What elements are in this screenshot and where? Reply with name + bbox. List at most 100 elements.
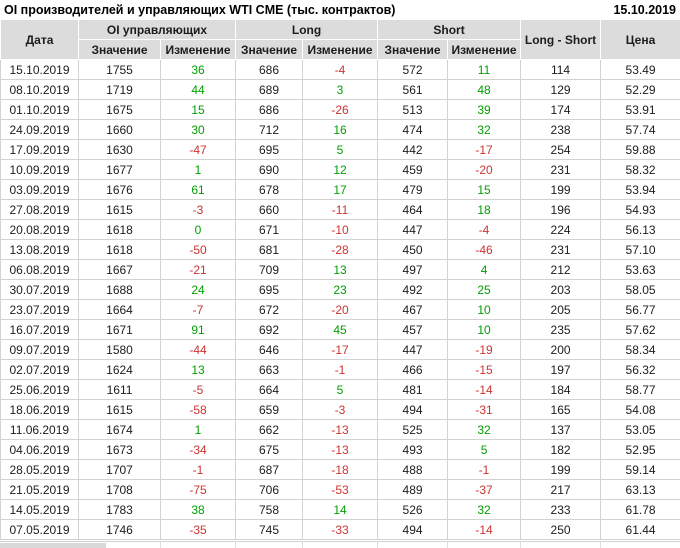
short-change-cell: -19 xyxy=(447,339,522,360)
date-cell: 28.05.2019 xyxy=(0,459,79,480)
oi-change-cell: 13 xyxy=(159,359,237,380)
long-short-cell: 250 xyxy=(520,519,602,540)
oi-change-cell: -50 xyxy=(159,239,237,260)
price-cell: 61.44 xyxy=(600,519,680,540)
col-header-short: Short xyxy=(377,19,522,40)
oi-change-cell: 36 xyxy=(159,59,237,80)
long-change-cell: 12 xyxy=(302,159,379,180)
price-cell: 58.34 xyxy=(600,339,680,360)
date-cell: 25.06.2019 xyxy=(0,379,79,400)
long-change-cell: -3 xyxy=(302,399,379,420)
price-cell: 57.10 xyxy=(600,239,680,260)
short-value-cell: 481 xyxy=(377,379,449,400)
table-row: 20.08.2019 1618 0 671 -10 447 -4 224 56.13 xyxy=(0,219,680,240)
table-row: 18.06.2019 1615 -58 659 -3 494 -31 165 54.08 xyxy=(0,399,680,420)
date-cell: 13.08.2019 xyxy=(0,239,79,260)
short-value-cell: 474 xyxy=(377,119,449,140)
table-row: 24.09.2019 1660 30 712 16 474 32 238 57.74 xyxy=(0,119,680,140)
long-value-cell: 695 xyxy=(235,279,304,300)
partial-column-line xyxy=(447,542,448,548)
oi-change-cell: 30 xyxy=(159,119,237,140)
date-cell: 02.07.2019 xyxy=(0,359,79,380)
price-cell: 59.88 xyxy=(600,139,680,160)
short-change-cell: -37 xyxy=(447,479,522,500)
table-row: 27.08.2019 1615 -3 660 -11 464 18 196 54.93 xyxy=(0,199,680,220)
short-change-cell: 18 xyxy=(447,199,522,220)
oi-value-cell: 1580 xyxy=(78,339,161,360)
short-change-cell: 10 xyxy=(447,299,522,320)
table-row: 11.06.2019 1674 1 662 -13 525 32 137 53.05 xyxy=(0,419,680,440)
oi-value-cell: 1707 xyxy=(78,459,161,480)
oi-value-cell: 1755 xyxy=(78,59,161,80)
oi-change-cell: 24 xyxy=(159,279,237,300)
short-change-cell: 15 xyxy=(447,179,522,200)
oi-change-cell: -47 xyxy=(159,139,237,160)
table-row: 28.05.2019 1707 -1 687 -18 488 -1 199 59.14 xyxy=(0,459,680,480)
short-change-cell: 10 xyxy=(447,319,522,340)
col-header-long-short: Long - Short xyxy=(520,19,602,60)
short-change-cell: -14 xyxy=(447,519,522,540)
long-short-cell: 197 xyxy=(520,359,602,380)
partial-column-line xyxy=(377,542,378,548)
date-cell: 09.07.2019 xyxy=(0,339,79,360)
short-value-cell: 442 xyxy=(377,139,449,160)
col-header-short-change: Изменение xyxy=(447,39,522,60)
long-value-cell: 692 xyxy=(235,319,304,340)
oi-value-cell: 1677 xyxy=(78,159,161,180)
date-cell: 16.07.2019 xyxy=(0,319,79,340)
short-value-cell: 467 xyxy=(377,299,449,320)
oi-table: Дата OI управляющих Long Short Long - Sh… xyxy=(0,19,680,540)
price-cell: 57.62 xyxy=(600,319,680,340)
short-value-cell: 561 xyxy=(377,79,449,100)
price-cell: 53.49 xyxy=(600,59,680,80)
long-change-cell: -26 xyxy=(302,99,379,120)
table-row: 04.06.2019 1673 -34 675 -13 493 5 182 52.95 xyxy=(0,439,680,460)
date-cell: 11.06.2019 xyxy=(0,419,79,440)
long-value-cell: 671 xyxy=(235,219,304,240)
date-cell: 01.10.2019 xyxy=(0,99,79,120)
oi-change-cell: -7 xyxy=(159,299,237,320)
table-row: 14.05.2019 1783 38 758 14 526 32 233 61.78 xyxy=(0,499,680,520)
partial-column-line xyxy=(520,542,521,548)
col-header-short-value: Значение xyxy=(377,39,449,60)
table-row: 23.07.2019 1664 -7 672 -20 467 10 205 56.77 xyxy=(0,299,680,320)
long-change-cell: -18 xyxy=(302,459,379,480)
short-change-cell: 48 xyxy=(447,79,522,100)
table-row: 30.07.2019 1688 24 695 23 492 25 203 58.05 xyxy=(0,279,680,300)
short-value-cell: 489 xyxy=(377,479,449,500)
long-value-cell: 646 xyxy=(235,339,304,360)
date-cell: 06.08.2019 xyxy=(0,259,79,280)
oi-value-cell: 1674 xyxy=(78,419,161,440)
short-change-cell: 32 xyxy=(447,119,522,140)
oi-change-cell: -58 xyxy=(159,399,237,420)
price-cell: 53.91 xyxy=(600,99,680,120)
table-row: 02.07.2019 1624 13 663 -1 466 -15 197 56.32 xyxy=(0,359,680,380)
short-change-cell: 32 xyxy=(447,419,522,440)
oi-value-cell: 1615 xyxy=(78,399,161,420)
long-value-cell: 678 xyxy=(235,179,304,200)
table-body: 15.10.2019 1755 36 686 -4 572 11 114 53.49 08.10.… xyxy=(0,59,680,540)
long-value-cell: 663 xyxy=(235,359,304,380)
oi-change-cell: -3 xyxy=(159,199,237,220)
oi-change-cell: 15 xyxy=(159,99,237,120)
table-row: 17.09.2019 1630 -47 695 5 442 -17 254 59.88 xyxy=(0,139,680,160)
long-value-cell: 672 xyxy=(235,299,304,320)
oi-change-cell: 0 xyxy=(159,219,237,240)
long-short-cell: 129 xyxy=(520,79,602,100)
short-value-cell: 526 xyxy=(377,499,449,520)
table-row: 21.05.2019 1708 -75 706 -53 489 -37 217 63.13 xyxy=(0,479,680,500)
long-short-cell: 212 xyxy=(520,259,602,280)
long-change-cell: -1 xyxy=(302,359,379,380)
oi-change-cell: 91 xyxy=(159,319,237,340)
long-value-cell: 660 xyxy=(235,199,304,220)
oi-change-cell: -44 xyxy=(159,339,237,360)
long-value-cell: 709 xyxy=(235,259,304,280)
partial-gray-cell xyxy=(0,543,106,548)
long-short-cell: 199 xyxy=(520,179,602,200)
price-cell: 52.95 xyxy=(600,439,680,460)
price-cell: 53.94 xyxy=(600,179,680,200)
oi-value-cell: 1671 xyxy=(78,319,161,340)
long-short-cell: 233 xyxy=(520,499,602,520)
long-value-cell: 675 xyxy=(235,439,304,460)
oi-value-cell: 1660 xyxy=(78,119,161,140)
